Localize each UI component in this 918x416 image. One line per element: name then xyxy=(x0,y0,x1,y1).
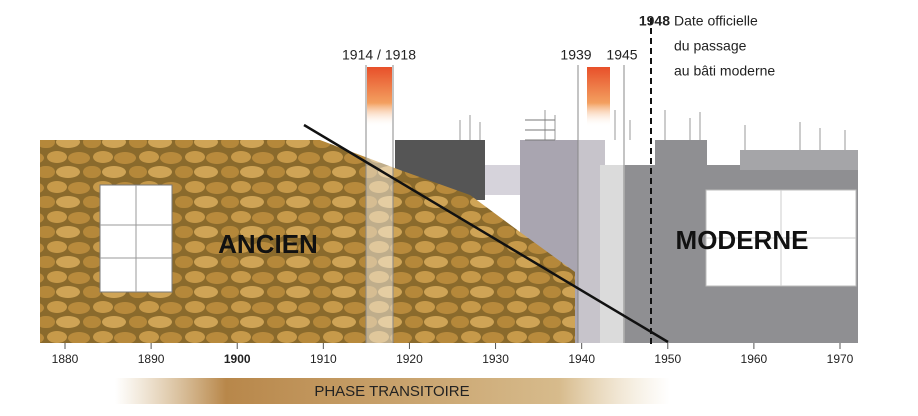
tick-label: 1970 xyxy=(827,352,854,366)
tick-label: 1890 xyxy=(138,352,165,366)
time-axis: 1880 1890 1900 1910 1920 1930 1940 1950 1960 1970 xyxy=(52,343,854,366)
tick-label: 1950 xyxy=(654,352,681,366)
phase-label: PHASE TRANSITOIRE xyxy=(314,383,469,400)
official-note: Date officielle xyxy=(674,13,758,29)
war-bands xyxy=(365,65,625,343)
tick-label: 1930 xyxy=(482,352,509,366)
event-label: 1914 / 1918 xyxy=(342,47,416,63)
event-label: 1945 xyxy=(606,47,637,63)
official-note: du passage xyxy=(674,38,747,54)
transition-line xyxy=(303,123,669,344)
modern-label: MODERNE xyxy=(676,225,809,255)
event-label: 1939 xyxy=(560,47,591,63)
tick-label: 1940 xyxy=(568,352,595,366)
old-label: ANCIEN xyxy=(218,229,318,259)
old-wall xyxy=(40,140,575,343)
tick-label: 1960 xyxy=(741,352,768,366)
official-year: 1948 xyxy=(639,13,670,29)
tick-label: 1910 xyxy=(310,352,337,366)
tick-label: 1880 xyxy=(52,352,79,366)
phase-bar xyxy=(115,378,670,404)
tick-label: 1900 xyxy=(224,352,251,366)
official-note: au bâti moderne xyxy=(674,63,775,79)
tick-label: 1920 xyxy=(396,352,423,366)
modern-wall xyxy=(459,110,858,343)
